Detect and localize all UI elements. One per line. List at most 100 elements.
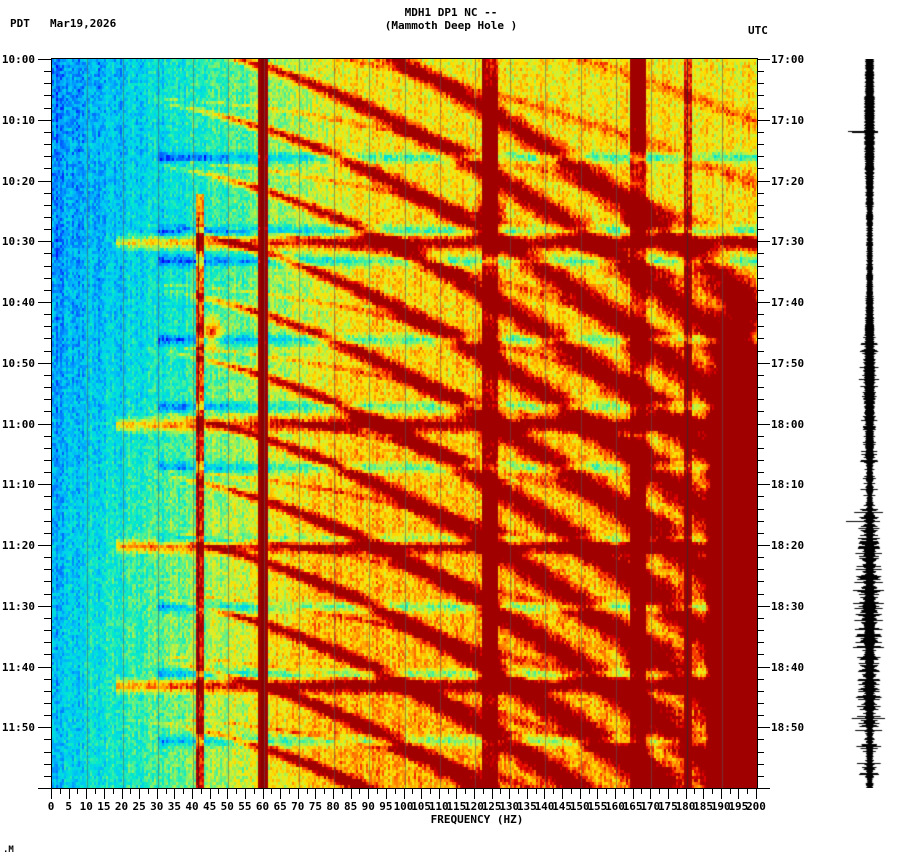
time-tick-minor	[44, 253, 51, 254]
frequency-axis-label: 195	[728, 800, 749, 813]
time-tick-minor	[44, 569, 51, 570]
frequency-tick-minor	[712, 789, 713, 794]
frequency-tick-minor	[677, 789, 678, 794]
time-tick-minor	[757, 752, 764, 753]
time-tick-major	[757, 241, 770, 242]
frequency-tick-minor	[148, 789, 149, 794]
time-tick-minor	[44, 71, 51, 72]
frequency-tick-major	[139, 789, 140, 799]
time-axis-label: 10:20	[1, 175, 35, 188]
frequency-tick-major	[86, 789, 87, 799]
frequency-axis-label: 110	[428, 800, 449, 813]
time-tick-minor	[44, 691, 51, 692]
frequency-tick-minor	[430, 789, 431, 794]
frequency-tick-minor	[113, 789, 114, 794]
frequency-tick-major	[615, 789, 616, 799]
frequency-axis-labels: 0 5 10 15 20 25 30 35 40 45 50 55 60 65 70 75 80 85 90 95 10…	[0, 800, 902, 814]
time-tick-minor	[44, 594, 51, 595]
time-tick-minor	[757, 338, 764, 339]
time-tick-minor	[44, 95, 51, 96]
frequency-tick-minor	[342, 789, 343, 794]
frequency-tick-major	[509, 789, 510, 799]
time-tick-minor	[757, 83, 764, 84]
time-tick-minor	[44, 351, 51, 352]
frequency-axis-label: 105	[411, 800, 432, 813]
frequency-tick-minor	[395, 789, 396, 794]
time-tick-minor	[44, 193, 51, 194]
frequency-axis-label: 185	[693, 800, 714, 813]
frequency-axis-label: 180	[675, 800, 696, 813]
time-tick-minor	[44, 460, 51, 461]
spectrogram-canvas	[52, 59, 757, 788]
frequency-axis-label: 135	[516, 800, 537, 813]
time-tick-major	[757, 424, 770, 425]
frequency-tick-minor	[271, 789, 272, 794]
time-tick-minor	[757, 108, 764, 109]
time-tick-major	[38, 181, 51, 182]
time-tick-major	[757, 363, 770, 364]
frequency-tick-major	[315, 789, 316, 799]
time-axis-local-labels: 10:00 10:10 10:20 10:30 10:40 10:50 11:00 11:10…	[0, 53, 35, 788]
time-tick-minor	[44, 472, 51, 473]
time-tick-major	[38, 241, 51, 242]
time-axis-label: 10:30	[1, 235, 35, 248]
time-tick-minor	[44, 326, 51, 327]
time-tick-minor	[44, 630, 51, 631]
time-tick-minor	[757, 496, 764, 497]
time-tick-minor	[44, 156, 51, 157]
frequency-tick-major	[368, 789, 369, 799]
time-tick-minor	[44, 533, 51, 534]
frequency-tick-minor	[747, 789, 748, 794]
time-tick-minor	[44, 509, 51, 510]
time-axis-label: 18:30	[771, 600, 805, 613]
time-tick-minor	[44, 108, 51, 109]
time-tick-major	[757, 181, 770, 182]
plot-top-border	[51, 58, 758, 59]
time-tick-minor	[44, 144, 51, 145]
time-tick-minor	[757, 314, 764, 315]
time-axis-label: 17:10	[771, 114, 805, 127]
time-tick-minor	[757, 144, 764, 145]
frequency-tick-minor	[166, 789, 167, 794]
time-tick-minor	[44, 399, 51, 400]
time-tick-minor	[44, 715, 51, 716]
time-tick-minor	[757, 205, 764, 206]
time-tick-major	[38, 302, 51, 303]
frequency-tick-major	[686, 789, 687, 799]
frequency-tick-major	[721, 789, 722, 799]
time-tick-minor	[44, 752, 51, 753]
frequency-axis-label: 165	[622, 800, 643, 813]
frequency-tick-minor	[377, 789, 378, 794]
time-tick-minor	[44, 436, 51, 437]
station-subtitle: (Mammoth Deep Hole )	[384, 19, 518, 32]
time-tick-minor	[44, 521, 51, 522]
time-tick-minor	[757, 253, 764, 254]
time-axis-label: 11:00	[1, 418, 35, 431]
time-tick-minor	[757, 533, 764, 534]
timezone-label-utc: UTC	[748, 24, 768, 37]
frequency-tick-major	[421, 789, 422, 799]
frequency-tick-major	[703, 789, 704, 799]
frequency-tick-major	[456, 789, 457, 799]
frequency-tick-minor	[571, 789, 572, 794]
frequency-axis-label: 200	[746, 800, 766, 813]
frequency-axis-label: 155	[587, 800, 608, 813]
frequency-tick-major	[227, 789, 228, 799]
time-tick-minor	[757, 132, 764, 133]
frequency-axis-label: 75	[308, 800, 322, 813]
time-tick-major	[757, 727, 770, 728]
frequency-tick-minor	[289, 789, 290, 794]
time-tick-major	[757, 120, 770, 121]
spectrogram-plot[interactable]	[51, 59, 758, 788]
frequency-tick-minor	[324, 789, 325, 794]
frequency-tick-minor	[694, 789, 695, 794]
time-tick-minor	[757, 715, 764, 716]
time-axis-label: 11:30	[1, 600, 35, 613]
frequency-tick-major	[492, 789, 493, 799]
time-tick-minor	[757, 472, 764, 473]
frequency-axis-title-text: FREQUENCY (HZ)	[430, 813, 524, 826]
frequency-axis-label: 55	[238, 800, 252, 813]
time-tick-major	[38, 59, 51, 60]
frequency-tick-minor	[130, 789, 131, 794]
time-tick-minor	[757, 156, 764, 157]
